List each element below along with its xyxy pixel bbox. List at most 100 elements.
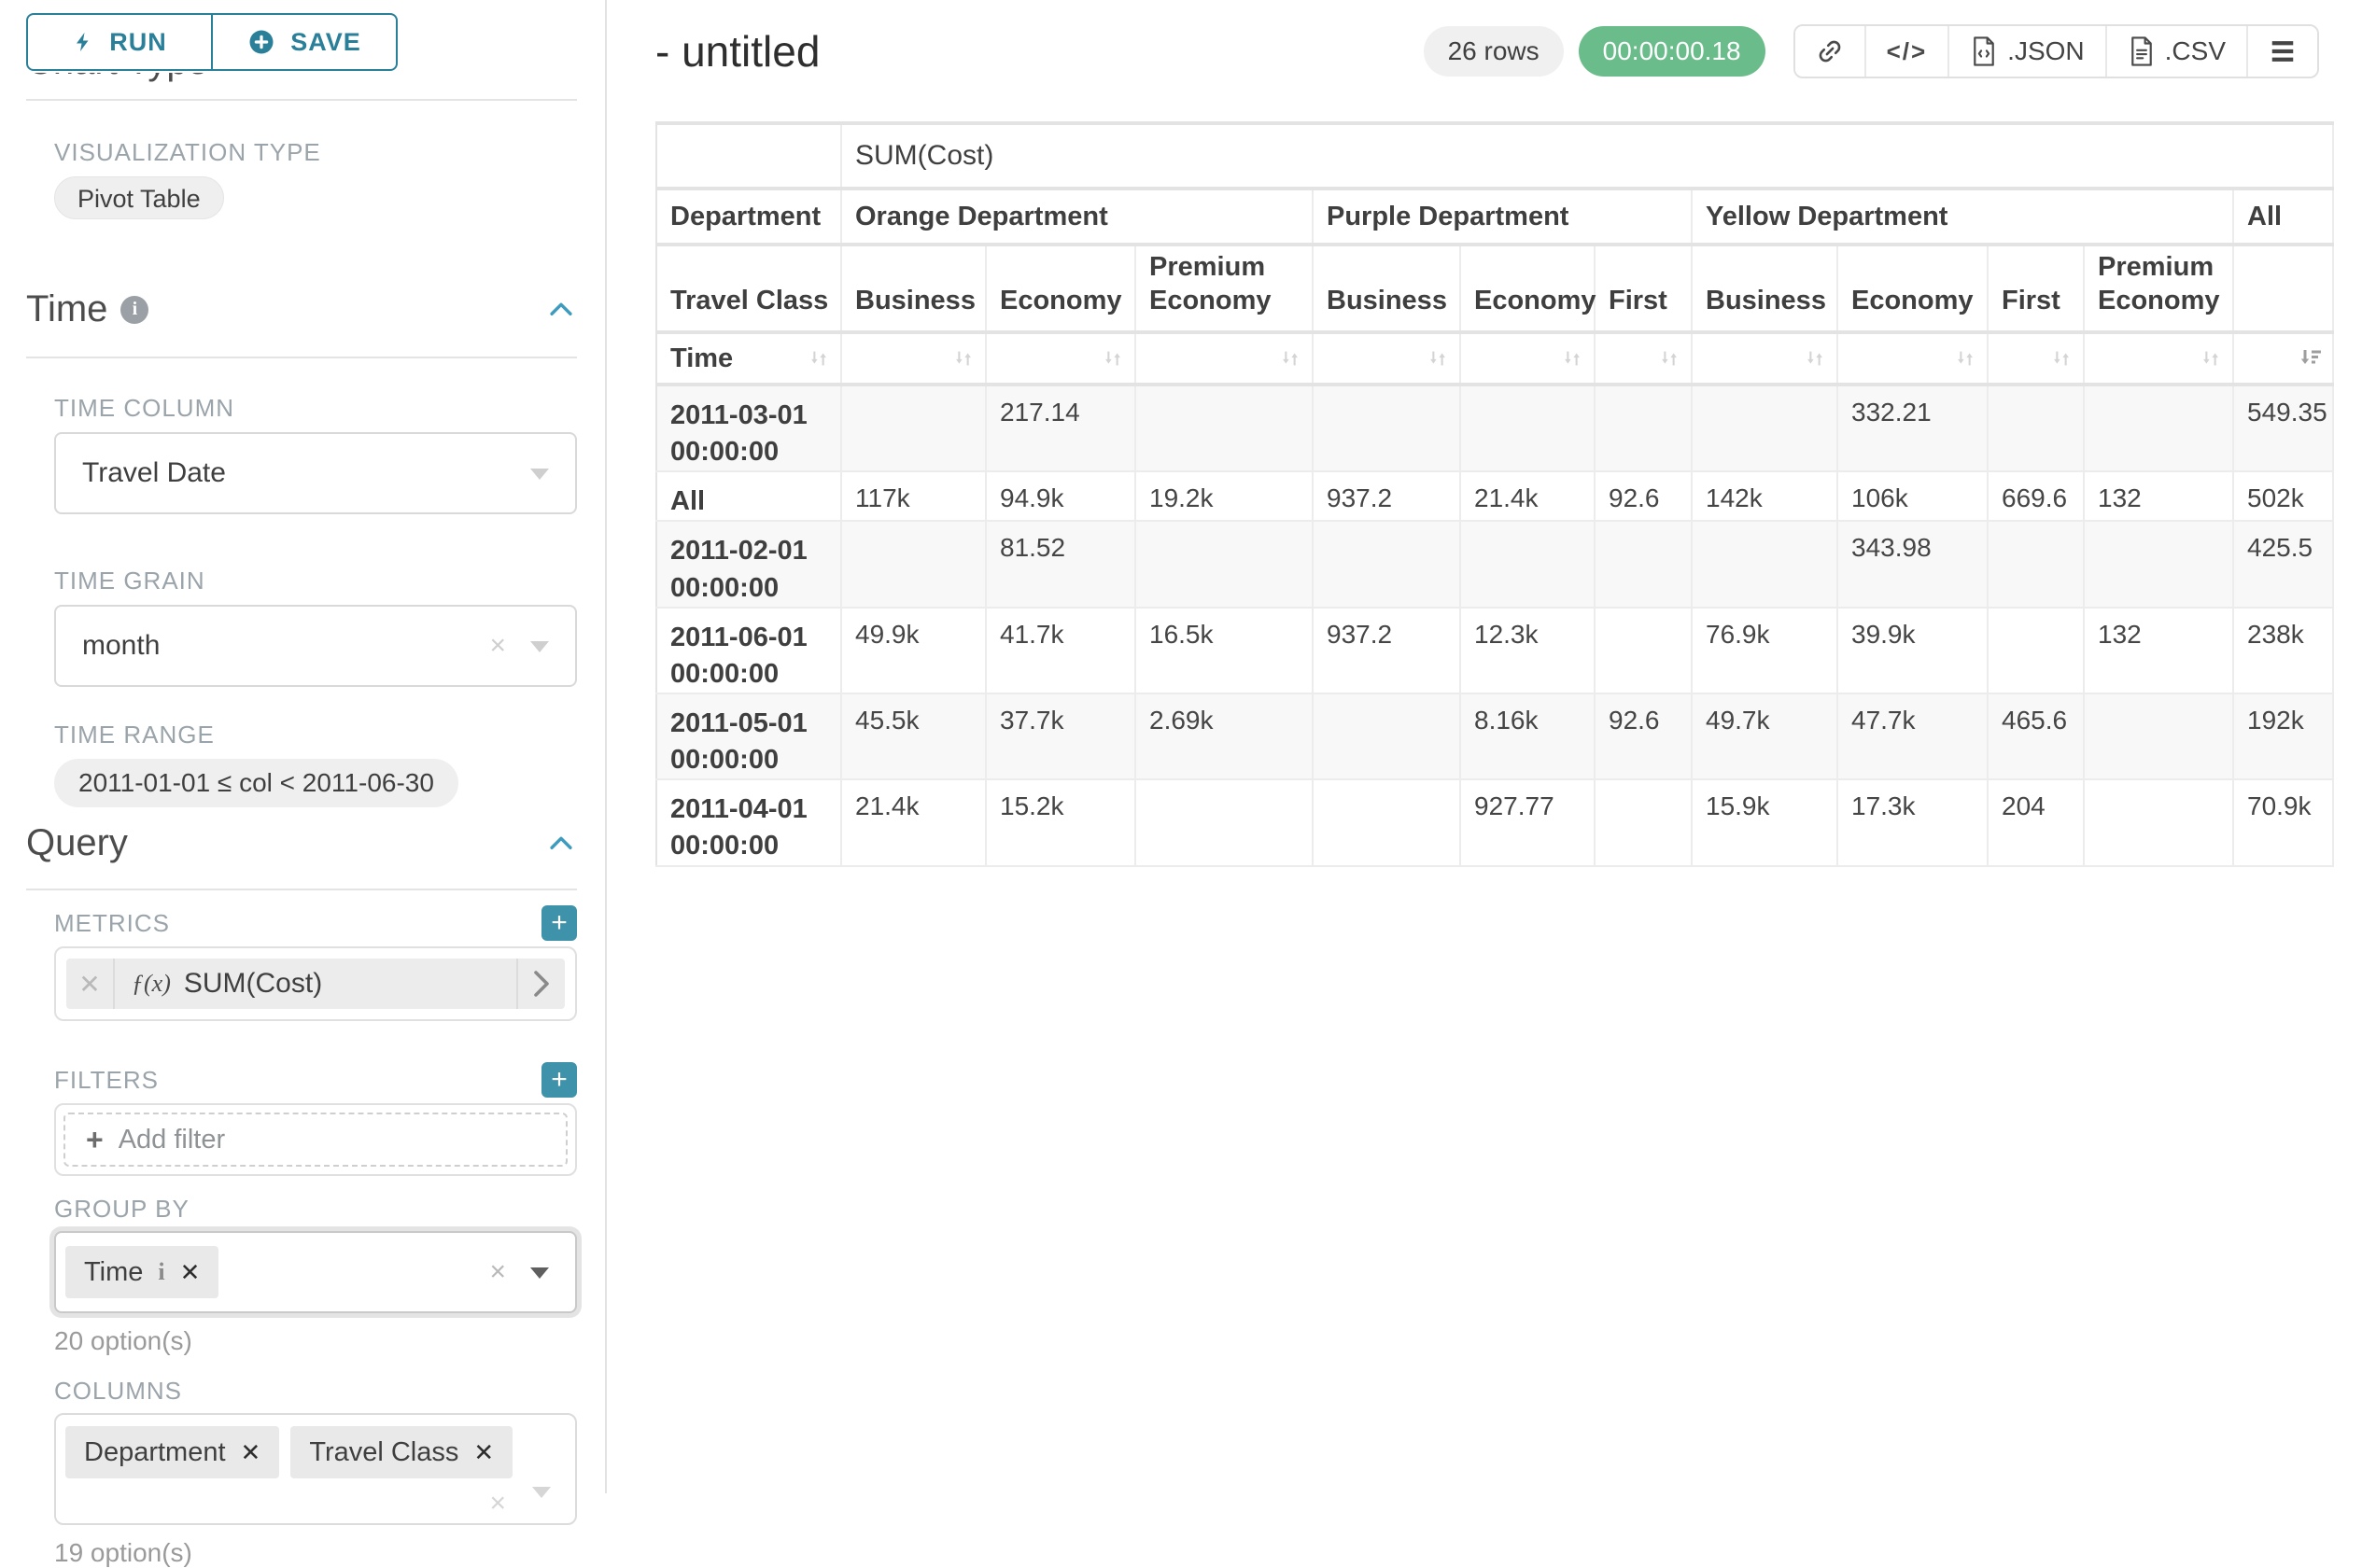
remove-chip-icon[interactable]: ✕ <box>240 1437 261 1466</box>
department-group-header: Yellow Department <box>1692 189 2234 245</box>
cell-value: 92.6 <box>1595 471 1693 522</box>
row-time-label: All <box>656 471 842 522</box>
chevron-down-icon <box>532 1487 551 1498</box>
export-json-button[interactable]: .JSON <box>1949 26 2107 77</box>
time-grain-value: month <box>82 630 161 661</box>
remove-chip-icon[interactable]: ✕ <box>179 1257 201 1286</box>
travel-class-header: Business <box>1313 245 1461 332</box>
clear-icon[interactable]: × <box>489 630 506 661</box>
sort-icon[interactable] <box>951 347 976 370</box>
cell-value <box>1313 693 1461 780</box>
chevron-right-icon[interactable] <box>516 959 565 1009</box>
cell-value <box>841 521 987 608</box>
sort-icon[interactable] <box>807 347 831 370</box>
metrics-control: ✕ ƒ(x) SUM(Cost) <box>54 946 577 1021</box>
query-timer-badge: 00:00:00.18 <box>1578 26 1765 77</box>
group-by-label: GROUP BY <box>54 1195 190 1223</box>
metrics-label: METRICS <box>54 908 170 937</box>
sort-icon[interactable] <box>1657 347 1681 370</box>
add-metric-button[interactable]: + <box>541 905 577 941</box>
metric-chip[interactable]: ✕ ƒ(x) SUM(Cost) <box>66 959 565 1009</box>
cell-value: 192k <box>2233 693 2335 780</box>
chart-title[interactable]: - untitled <box>655 27 821 76</box>
sort-icon[interactable] <box>2049 347 2074 370</box>
export-json-label: .JSON <box>2007 36 2085 65</box>
cell-value: 37.7k <box>986 693 1136 780</box>
table-row: 2011-06-01 00:00:00 49.9k 41.7k 16.5k 93… <box>656 607 2335 693</box>
row-time-label: 2011-03-01 00:00:00 <box>656 385 842 472</box>
column-sort-cell[interactable] <box>986 332 1136 385</box>
cell-value: 502k <box>2233 471 2335 522</box>
travel-class-header: Business <box>841 245 987 332</box>
chevron-up-icon[interactable] <box>545 294 577 326</box>
table-row: All 117k 94.9k 19.2k 937.2 21.4k 92.6 14… <box>656 471 2335 522</box>
export-csv-button[interactable]: .CSV <box>2106 26 2248 77</box>
sort-icon[interactable] <box>1953 347 1977 370</box>
travel-class-header: Premium Economy <box>2084 245 2234 332</box>
cell-value <box>841 385 987 472</box>
add-filter-plus-button[interactable]: + <box>541 1062 577 1098</box>
cell-value <box>2084 693 2234 780</box>
cell-value: 106k <box>1837 471 1989 522</box>
cell-value <box>1135 521 1314 608</box>
sort-icon[interactable] <box>2199 347 2223 370</box>
time-range-value[interactable]: 2011-01-01 ≤ col < 2011-06-30 <box>54 759 458 807</box>
cell-value: 465.6 <box>1988 693 2085 780</box>
sort-icon[interactable] <box>1560 347 1584 370</box>
chevron-down-icon <box>530 469 549 480</box>
column-sort-cell[interactable] <box>1837 332 1989 385</box>
columns-chip-label: Travel Class <box>309 1436 459 1467</box>
cell-value: 343.98 <box>1837 521 1989 608</box>
metric-header-row: SUM(Cost) <box>656 123 2335 189</box>
json-file-icon <box>1974 36 1994 66</box>
add-filter-button[interactable]: + Add filter <box>63 1113 568 1167</box>
columns-select[interactable]: Department ✕ Travel Class ✕ × <box>54 1413 577 1525</box>
menu-button[interactable] <box>2248 26 2317 77</box>
query-section-header: Query <box>26 822 577 864</box>
sort-icon[interactable] <box>1278 347 1302 370</box>
column-sort-cell-active[interactable] <box>2233 332 2335 385</box>
group-by-select[interactable]: Time i ✕ × <box>54 1231 577 1313</box>
run-button[interactable]: RUN <box>26 13 212 71</box>
travel-class-header: Premium Economy <box>1135 245 1314 332</box>
sort-icon[interactable] <box>1101 347 1125 370</box>
save-button[interactable]: SAVE <box>212 13 398 71</box>
row-count-badge: 26 rows <box>1423 26 1564 77</box>
pivot-table-container: SUM(Cost) Department Orange Department P… <box>655 121 2362 867</box>
table-row: 2011-03-01 00:00:00 217.14 332.21 549.35 <box>656 385 2335 472</box>
time-sort-header[interactable]: Time <box>656 332 842 385</box>
cell-value: 15.9k <box>1692 779 1838 866</box>
column-sort-cell[interactable] <box>1595 332 1693 385</box>
column-sort-cell[interactable] <box>1988 332 2085 385</box>
column-sort-cell[interactable] <box>1460 332 1596 385</box>
cell-value <box>1135 779 1314 866</box>
columns-chip[interactable]: Travel Class ✕ <box>290 1426 513 1478</box>
sort-icon[interactable] <box>1426 347 1450 370</box>
chevron-up-icon[interactable] <box>545 828 577 860</box>
time-column-select[interactable]: Travel Date <box>54 432 577 514</box>
sort-icon[interactable] <box>1803 347 1827 370</box>
column-sort-cell[interactable] <box>2084 332 2234 385</box>
column-sort-cell[interactable] <box>1313 332 1461 385</box>
clear-icon[interactable]: × <box>489 1488 506 1519</box>
filters-row: FILTERS + <box>54 1062 577 1098</box>
column-sort-cell[interactable] <box>841 332 987 385</box>
share-link-button[interactable] <box>1794 26 1866 77</box>
visualization-type-value[interactable]: Pivot Table <box>54 176 224 219</box>
view-query-button[interactable]: </> <box>1865 26 1950 77</box>
remove-metric-icon[interactable]: ✕ <box>66 959 115 1009</box>
columns-chip[interactable]: Department ✕ <box>65 1426 280 1478</box>
clear-icon[interactable]: × <box>489 1256 506 1287</box>
time-grain-select[interactable]: month × <box>54 605 577 687</box>
cell-value: 17.3k <box>1837 779 1989 866</box>
remove-chip-icon[interactable]: ✕ <box>473 1437 495 1466</box>
group-by-chip[interactable]: Time i ✕ <box>65 1246 219 1298</box>
column-sort-cell[interactable] <box>1135 332 1314 385</box>
control-panel-sidebar: Chart Type RUN SAVE VISUALIZATION TYPE P… <box>0 0 607 1567</box>
travel-class-header: First <box>1988 245 2085 332</box>
sort-descending-icon[interactable] <box>2297 346 2323 371</box>
cell-value <box>1692 385 1838 472</box>
column-sort-cell[interactable] <box>1692 332 1838 385</box>
pivot-table-body: 2011-03-01 00:00:00 217.14 332.21 549.35 <box>656 385 2335 866</box>
department-header-row: Department Orange Department Purple Depa… <box>656 189 2335 245</box>
